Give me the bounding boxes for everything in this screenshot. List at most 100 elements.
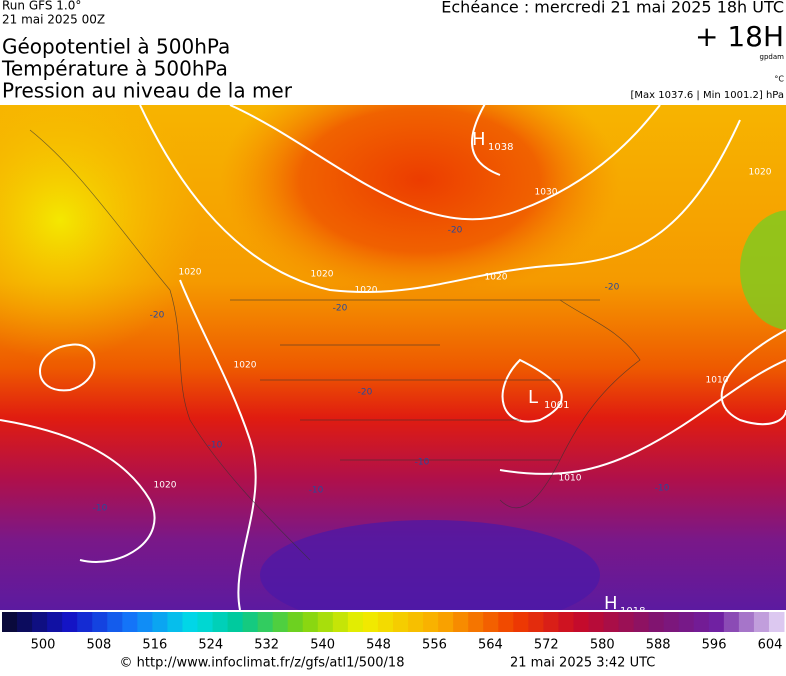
colorbar-swatch	[152, 612, 168, 632]
colorbar-swatch	[2, 612, 18, 632]
pressure-center-symbol: H	[604, 593, 618, 614]
unit-geopotential: gpdam	[760, 53, 785, 61]
colorbar-swatch	[513, 612, 529, 632]
colorbar-swatch	[528, 612, 544, 632]
pressure-center-symbol: L	[528, 387, 538, 408]
colorbar-tick-label: 540	[310, 638, 335, 653]
colorbar-swatch	[212, 612, 229, 632]
valid-time: Échéance : mercredi 21 mai 2025 18h UTC	[441, 0, 784, 17]
colorbar-tick-label: 596	[702, 638, 727, 653]
colorbar-tick-label: 588	[646, 638, 671, 653]
colorbar-swatch	[558, 612, 574, 632]
colorbar-swatch	[753, 612, 770, 632]
pressure-center-value: 1018	[620, 606, 645, 617]
map	[0, 105, 786, 610]
colorbar-swatch	[47, 612, 63, 632]
colorbar-swatch	[377, 612, 394, 632]
colorbar-swatch	[483, 612, 499, 632]
colorbar-swatch	[438, 612, 454, 632]
colorbar-swatch	[317, 612, 334, 632]
map-title: Géopotentiel à 500hPa	[2, 35, 230, 59]
isobar-label: 1020	[234, 361, 257, 371]
isobar-label: 1020	[179, 268, 202, 278]
run-label: Run GFS 1.0°	[2, 0, 81, 13]
colorbar-swatch	[332, 612, 349, 632]
colorbar-tick-label: 564	[478, 638, 503, 653]
temperature-label: -20	[150, 311, 165, 321]
temperature-label: -10	[93, 504, 108, 514]
colorbar-swatch	[32, 612, 48, 632]
temperature-label: -20	[358, 388, 373, 398]
colorbar-swatch	[122, 612, 138, 632]
colorbar-tick-label: 572	[534, 638, 559, 653]
isobar-label: 1020	[749, 168, 772, 178]
temperature-label: -20	[605, 283, 620, 293]
colorbar-swatch	[423, 612, 439, 632]
isobar-label: 1020	[355, 286, 378, 296]
temperature-label: -10	[655, 484, 670, 494]
colorbar-swatch	[768, 612, 785, 632]
colorbar-swatch	[77, 612, 93, 632]
colorbar-swatch	[723, 612, 740, 632]
temperature-label: -10	[208, 441, 223, 451]
colorbar-swatch	[498, 612, 514, 632]
colorbar-swatch	[618, 612, 635, 632]
run-date: 21 mai 2025 00Z	[2, 13, 105, 27]
source-url: © http://www.infoclimat.fr/z/gfs/atl1/50…	[120, 656, 405, 671]
colorbar-swatch	[17, 612, 33, 632]
pressure-range: [Max 1037.6 | Min 1001.2] hPa	[630, 90, 784, 101]
colorbar-tick-label: 500	[31, 638, 56, 653]
isobar-label: 1010	[559, 474, 582, 484]
isobar-label: 1030	[535, 188, 558, 198]
colorbar-swatch	[603, 612, 620, 632]
unit-temperature: °C	[774, 75, 784, 84]
colorbar-swatch	[242, 612, 259, 632]
colorbar-swatch	[648, 612, 665, 632]
colorbar-tick-label: 556	[422, 638, 447, 653]
colorbar-tick-label: 508	[87, 638, 112, 653]
colorbar-swatch	[107, 612, 123, 632]
colorbar-swatch	[408, 612, 424, 632]
colorbar-swatch	[197, 612, 214, 632]
colorbar-swatch	[302, 612, 319, 632]
colorbar-swatch	[287, 612, 304, 632]
colorbar-swatch	[347, 612, 364, 632]
temperature-label: -10	[415, 458, 430, 468]
colorbar-swatch	[573, 612, 589, 632]
generated-time: 21 mai 2025 3:42 UTC	[510, 656, 655, 671]
isobar-label: 1010	[706, 376, 729, 386]
colorbar-swatch	[362, 612, 379, 632]
colorbar-swatch	[663, 612, 680, 632]
isobar-label: 1020	[154, 481, 177, 491]
colorbar-swatch	[738, 612, 755, 632]
isobar-label: 1020	[485, 273, 508, 283]
colorbar-swatch	[393, 612, 409, 632]
colorbar-swatch	[633, 612, 650, 632]
colorbar-tick-label: 604	[758, 638, 783, 653]
isobar-label: 1020	[311, 270, 334, 280]
colorbar-swatch	[453, 612, 469, 632]
temperature-label: -20	[448, 226, 463, 236]
colorbar-swatch	[182, 612, 198, 632]
colorbar-swatch	[588, 612, 605, 632]
colorbar-tick-label: 532	[254, 638, 279, 653]
colorbar-swatch	[92, 612, 108, 632]
pressure-center-value: 1038	[488, 142, 513, 153]
map-title: Pression au niveau de la mer	[2, 79, 293, 103]
colorbar-swatch	[272, 612, 289, 632]
colorbar-swatch	[693, 612, 710, 632]
colorbar-tick-label: 524	[198, 638, 223, 653]
colorbar-swatch	[678, 612, 695, 632]
temperature-label: -10	[309, 486, 324, 496]
temperature-label: -20	[333, 304, 348, 314]
lead-time: + 18H	[695, 20, 784, 53]
colorbar-tick-label: 516	[142, 638, 167, 653]
colorbar-swatch	[137, 612, 153, 632]
colorbar-swatch	[227, 612, 244, 632]
pressure-center-value: 1001	[544, 400, 569, 411]
colorbar-swatch	[543, 612, 559, 632]
colorbar-swatch	[468, 612, 484, 632]
colorbar-swatch	[62, 612, 78, 632]
colorbar-swatch	[257, 612, 274, 632]
